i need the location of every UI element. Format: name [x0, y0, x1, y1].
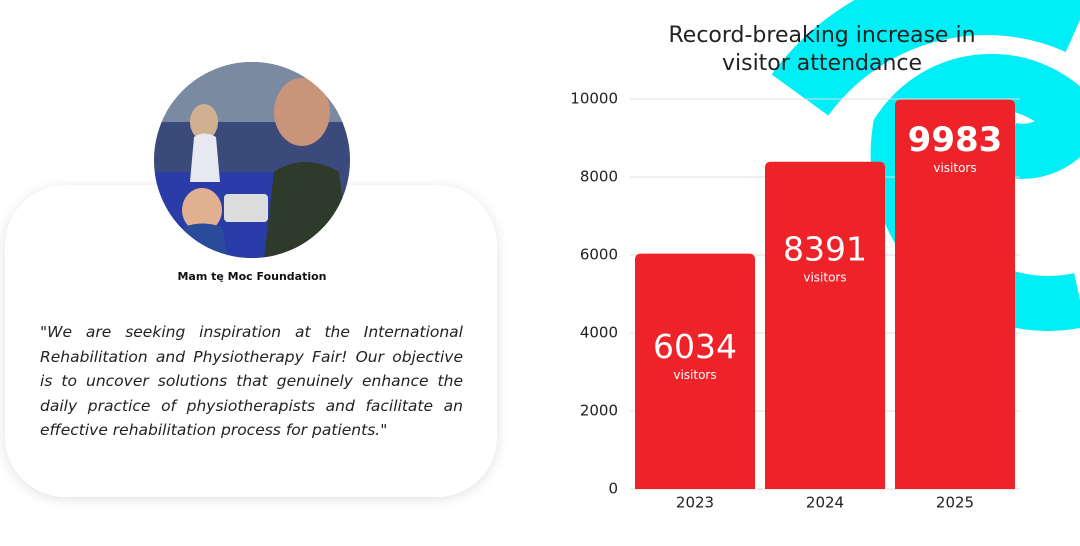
y-tick-label: 8000: [580, 168, 618, 186]
profile-photo: [154, 62, 350, 258]
bar-unit-label: visitors: [803, 270, 846, 284]
chart-title: Record-breaking increase in visitor atte…: [668, 23, 976, 76]
x-tick-label: 2023: [676, 494, 714, 512]
bar-unit-label: visitors: [933, 161, 976, 175]
bar-value-label: 9983: [908, 120, 1003, 160]
bar: [635, 253, 755, 489]
bar: [895, 99, 1015, 490]
y-tick-label: 0: [608, 480, 618, 498]
bar-unit-label: visitors: [673, 368, 716, 382]
y-tick-label: 2000: [580, 402, 618, 420]
y-tick-label: 6000: [580, 246, 618, 264]
testimonial-quote: "We are seeking inspiration at the Inter…: [40, 323, 463, 440]
x-tick-label: 2024: [806, 494, 844, 512]
y-tick-label: 4000: [580, 324, 618, 342]
testimonial-author: Mam tę Moc Foundation: [177, 270, 327, 283]
y-tick-label: 10000: [570, 90, 618, 108]
bar-value-label: 6034: [653, 327, 737, 366]
x-tick-label: 2025: [936, 494, 974, 512]
bar-value-label: 8391: [783, 229, 867, 268]
bar: [765, 161, 885, 489]
